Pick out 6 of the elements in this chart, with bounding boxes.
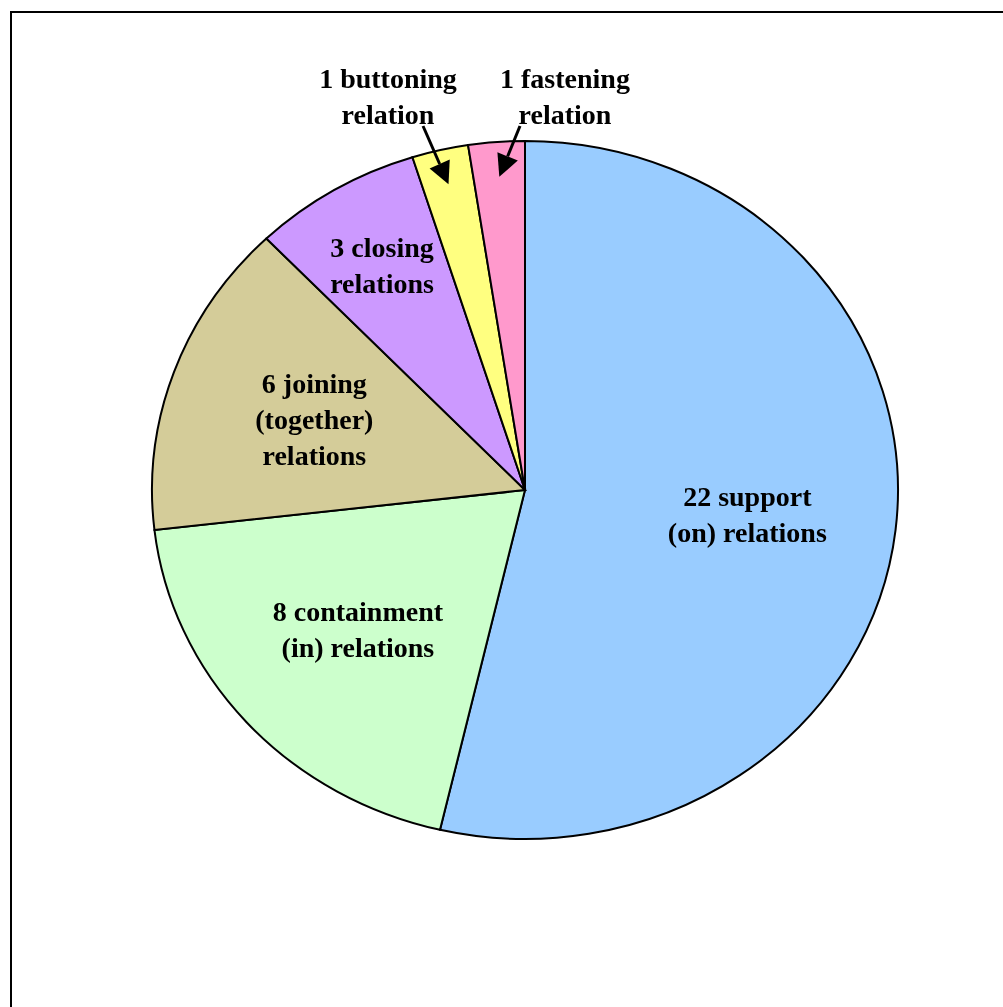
slice-label: 3 closing relations xyxy=(330,232,434,300)
slice-label: 1 fastening relation xyxy=(500,63,630,130)
slice-label: 22 support (on) relations xyxy=(667,481,827,549)
slice-label: 1 buttoning relation xyxy=(319,63,457,130)
slice-label: 8 containment (in) relations xyxy=(272,596,444,664)
slice-label: 6 joining (together) relations xyxy=(255,368,374,472)
